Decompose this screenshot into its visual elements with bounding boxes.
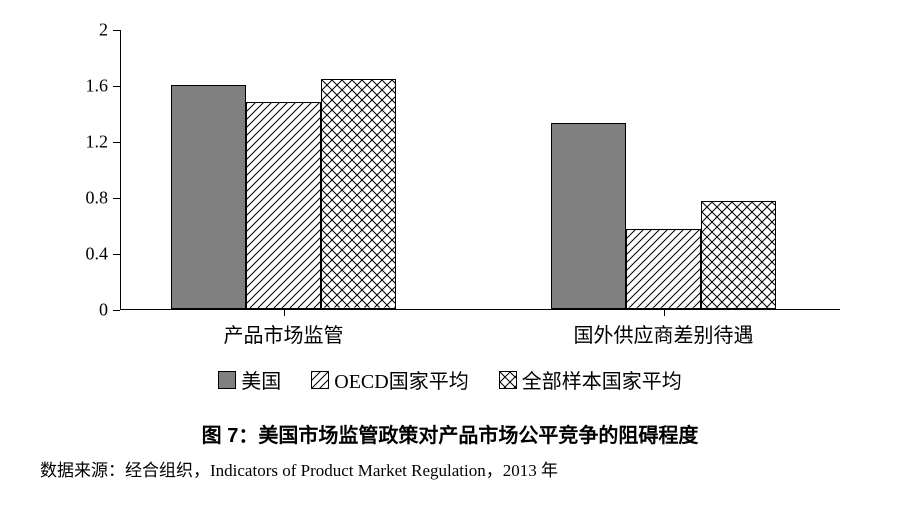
bar [321, 79, 396, 309]
y-tick-mark [113, 30, 120, 31]
bar [626, 229, 701, 309]
x-axis-label: 产品市场监管 [224, 319, 344, 348]
bar [551, 123, 626, 309]
legend-swatch [311, 371, 329, 389]
y-tick-label: 0.8 [86, 188, 109, 209]
legend-item: 美国 [218, 365, 281, 394]
legend-item: OECD国家平均 [311, 365, 468, 394]
legend-item: 全部样本国家平均 [499, 365, 682, 394]
plot-area: 产品市场监管国外供应商差别待遇 [120, 30, 840, 310]
legend-label: 美国 [241, 365, 281, 394]
y-tick-label: 2 [99, 20, 108, 41]
x-tick-mark [284, 309, 285, 316]
legend-swatch [218, 371, 236, 389]
y-tick-mark [113, 86, 120, 87]
bar [701, 201, 776, 309]
x-tick-mark [664, 309, 665, 316]
y-tick-mark [113, 142, 120, 143]
legend-label: OECD国家平均 [334, 365, 468, 394]
y-tick-label: 0 [99, 300, 108, 321]
source-prefix: 数据来源：经合组织， [40, 461, 210, 480]
legend-label: 全部样本国家平均 [522, 365, 682, 394]
figure-caption: 图 7：美国市场监管政策对产品市场公平竞争的阻碍程度 [20, 419, 880, 448]
y-tick-label: 0.4 [86, 244, 109, 265]
y-tick-mark [113, 198, 120, 199]
bar-chart: 00.40.81.21.62 产品市场监管国外供应商差别待遇 [80, 30, 840, 310]
data-source: 数据来源：经合组织，Indicators of Product Market R… [40, 456, 880, 481]
source-suffix: ，2013 年 [486, 461, 558, 480]
y-tick-mark [113, 310, 120, 311]
y-tick-label: 1.2 [86, 132, 109, 153]
bar [171, 85, 246, 309]
legend: 美国 OECD国家平均 全部样本国家平均 [20, 365, 880, 394]
bar-group: 国外供应商差别待遇 [551, 123, 776, 309]
legend-swatch [499, 371, 517, 389]
bar [246, 102, 321, 309]
x-axis-label: 国外供应商差别待遇 [574, 319, 754, 348]
y-tick-mark [113, 254, 120, 255]
source-english: Indicators of Product Market Regulation [210, 461, 486, 480]
bar-group: 产品市场监管 [171, 79, 396, 309]
y-tick-label: 1.6 [86, 76, 109, 97]
y-axis: 00.40.81.21.62 [70, 30, 120, 310]
